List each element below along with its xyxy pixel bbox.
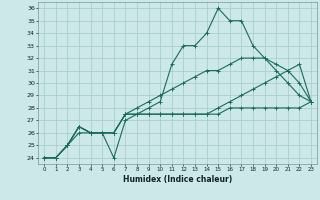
- X-axis label: Humidex (Indice chaleur): Humidex (Indice chaleur): [123, 175, 232, 184]
